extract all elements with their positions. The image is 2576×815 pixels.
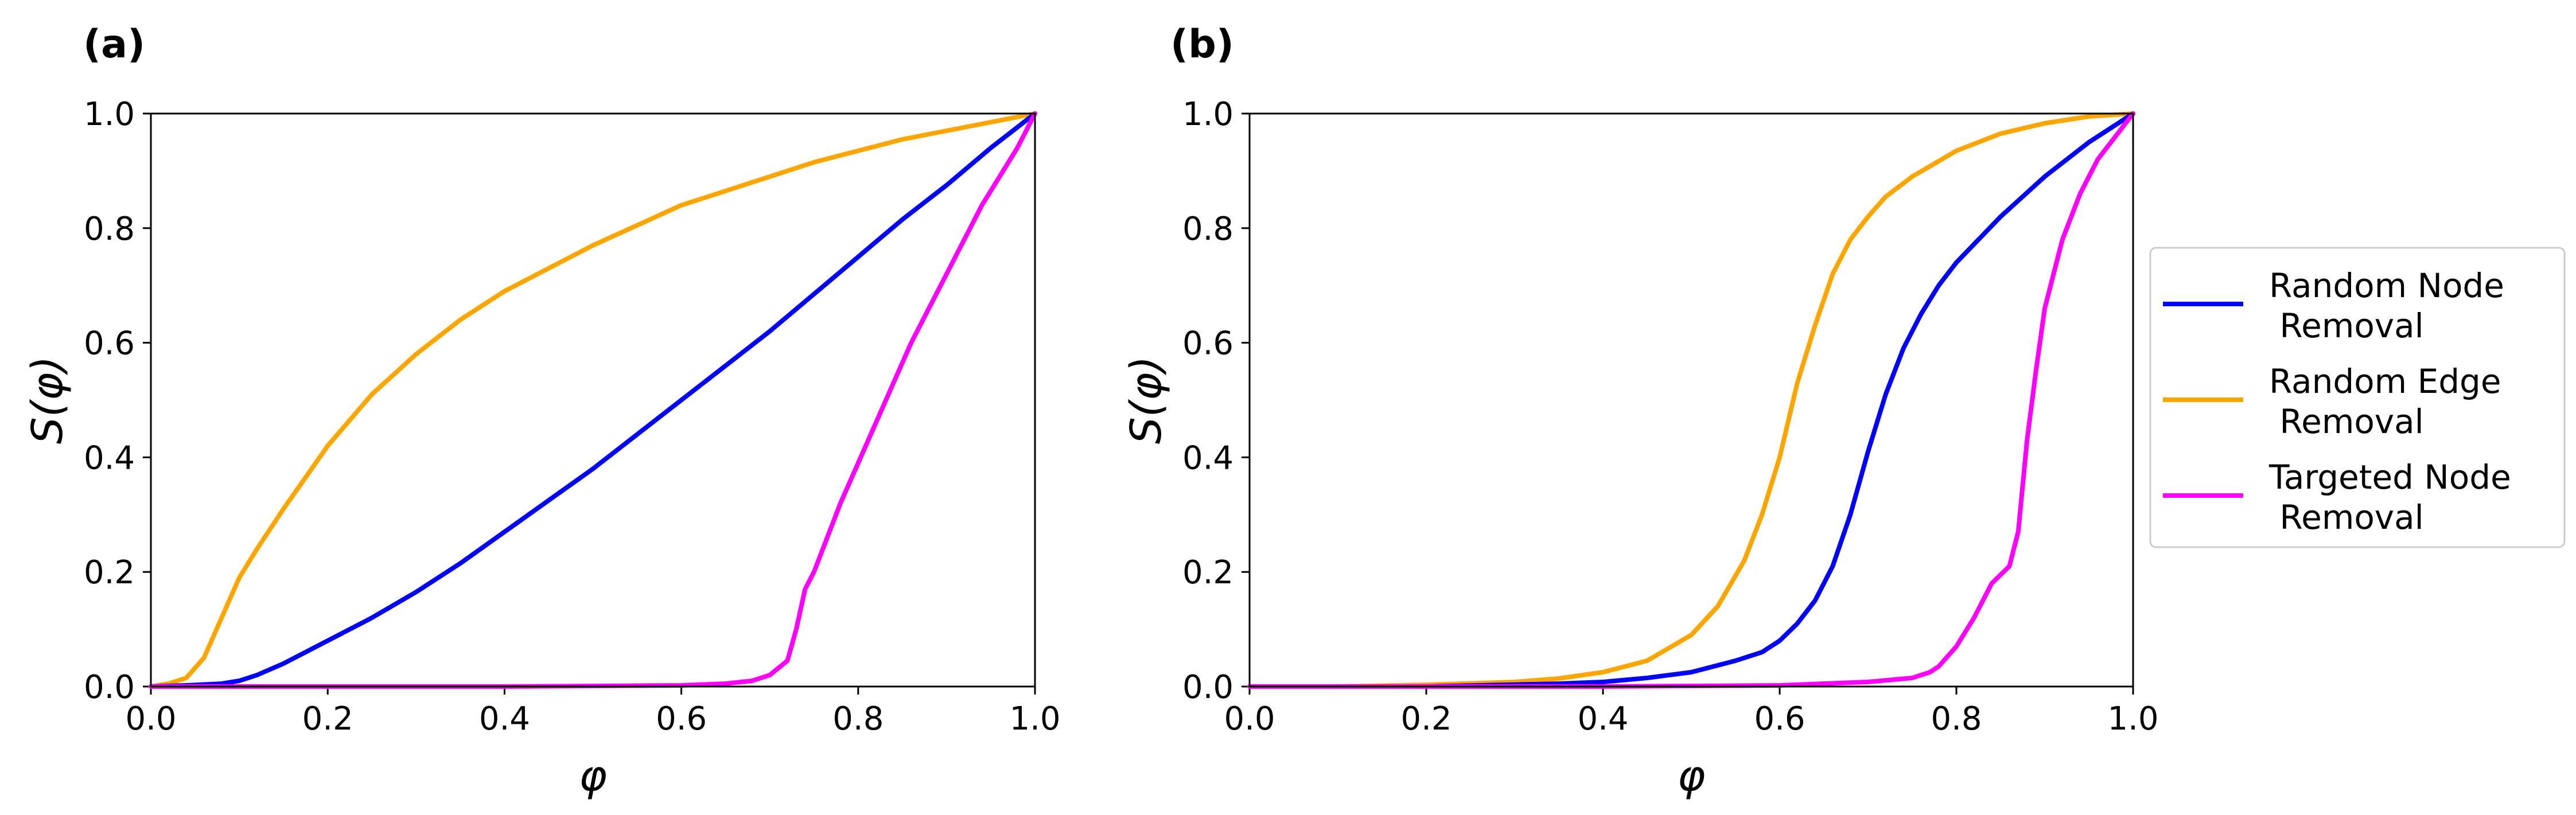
panel-a-series-targeted-node-removal: [149, 111, 1037, 689]
panel-b-y-tick-label: 0.6: [1182, 325, 1233, 362]
panel-b-series: [1247, 111, 2135, 689]
panel-a-axes-frame: [150, 112, 1036, 688]
panel-label-b: (b): [1170, 22, 1234, 67]
legend-box: [2149, 247, 2566, 548]
panel-a-y-tick-label: 0.6: [84, 325, 135, 362]
panel-a-x-tick-label: 0.4: [479, 700, 530, 738]
panel-a-y-axis-label: S(φ): [23, 356, 72, 444]
legend: Random Node Removal Random Edge Removal Ta…: [2149, 247, 2566, 548]
panel-a-series-random-node-removal: [149, 111, 1037, 689]
panel-b-x-tick-label: 0.0: [1224, 700, 1275, 738]
panel-b-x-tick-label: 1.0: [2107, 700, 2158, 738]
panel-a-x-axis-label: φ: [579, 751, 607, 801]
panel-b-axes-frame: [1248, 112, 2134, 688]
legend-label-targeted-node-removal: Targeted Node Removal: [2268, 458, 2511, 537]
panel-a: (a) 0.0 0.2 0.4 0.6 0.8 1.0 0.0 0.2 0.4 0.6 0.8 1.0…: [23, 22, 1061, 801]
panel-a-x-tick-label: 0.2: [302, 700, 353, 738]
panel-a-y-tick-label: 1.0: [84, 96, 135, 133]
panel-b: (b) 0.0 0.2 0.4 0.6 0.8 1.0 0.0 0.2 0.4 0.6 0.8 1.0…: [1122, 22, 2159, 801]
panel-a-y-tick-label: 0.2: [84, 554, 135, 591]
panel-b-y-tick-label: 0.4: [1182, 439, 1233, 477]
panel-b-series-targeted-node-removal: [1247, 111, 2135, 689]
panel-label-a: (a): [83, 22, 145, 67]
panel-a-x-tick-label: 0.6: [656, 700, 707, 738]
panel-b-x-tick-label: 0.4: [1577, 700, 1628, 738]
panel-a-y-tick-label: 0.4: [84, 439, 135, 477]
panel-a-x-tick-label: 0.8: [832, 700, 884, 738]
panel-a-y-tick-label: 0.0: [84, 669, 135, 706]
panel-a-y-tick-label: 0.8: [84, 210, 135, 248]
panel-b-y-axis-label: S(φ): [1122, 356, 1171, 444]
panel-b-y-tick-label: 0.0: [1182, 669, 1233, 706]
panel-b-series-random-node-removal: [1247, 111, 2135, 689]
panel-b-x-tick-label: 0.2: [1400, 700, 1452, 738]
panel-b-y-tick-label: 0.8: [1182, 210, 1233, 248]
legend-label-random-edge-removal: Random Edge Removal: [2269, 362, 2501, 441]
panel-a-series: [149, 111, 1037, 689]
panel-a-x-tick-label: 1.0: [1009, 700, 1060, 738]
panel-b-x-axis-label: φ: [1678, 751, 1706, 801]
panel-b-series-random-edge-removal: [1247, 111, 2135, 689]
panel-b-x-tick-label: 0.8: [1931, 700, 1982, 738]
panel-b-x-tick-label: 0.6: [1754, 700, 1805, 738]
panel-a-x-tick-label: 0.0: [125, 700, 176, 738]
legend-entries: Random Node Removal Random Edge Removal Ta…: [2163, 266, 2511, 537]
legend-label-random-node-removal: Random Node Removal: [2269, 266, 2504, 345]
panel-b-ticks: 0.0 0.2 0.4 0.6 0.8 1.0 0.0 0.2 0.4 0.6 0.8 1.0: [1182, 96, 2159, 738]
panel-a-ticks: 0.0 0.2 0.4 0.6 0.8 1.0 0.0 0.2 0.4 0.6 0.8 1.0: [84, 96, 1061, 738]
panel-b-y-tick-label: 1.0: [1182, 96, 1233, 133]
panel-a-series-random-edge-removal: [149, 111, 1037, 689]
panel-b-y-tick-label: 0.2: [1182, 554, 1233, 591]
